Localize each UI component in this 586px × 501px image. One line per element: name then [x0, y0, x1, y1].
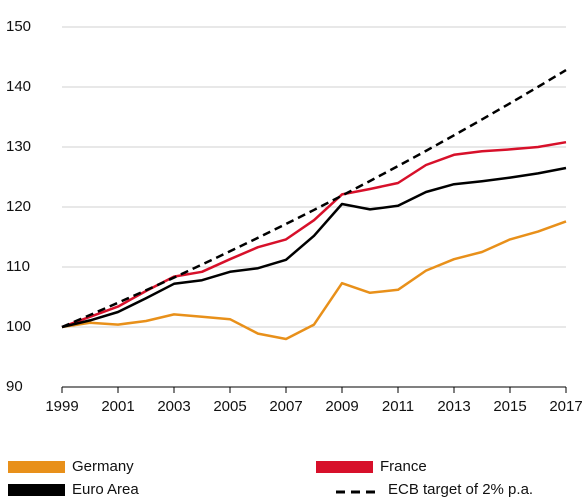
- x-tick-label: 2017: [549, 398, 582, 415]
- legend-swatch: [316, 461, 373, 473]
- x-tick-label: 2007: [269, 398, 302, 415]
- y-tick-label: 120: [6, 198, 31, 215]
- y-tick-label: 100: [6, 318, 31, 335]
- y-tick-label: 110: [6, 258, 30, 275]
- x-tick-label: 2001: [101, 398, 134, 415]
- series-line: [61, 166, 567, 329]
- series-line: [61, 220, 567, 341]
- legend-label: ECB target of 2% p.a.: [388, 481, 533, 498]
- x-tick-label: 2009: [325, 398, 358, 415]
- y-tick-label: 140: [6, 78, 31, 95]
- x-tick-label: 2015: [493, 398, 526, 415]
- series-line: [61, 69, 567, 329]
- x-tick-label: 2005: [213, 398, 246, 415]
- y-tick-label: 90: [6, 378, 23, 395]
- legend-label: Euro Area: [72, 481, 139, 498]
- x-tick-label: 2013: [437, 398, 470, 415]
- legend-swatch: [8, 461, 65, 473]
- legend-label: Germany: [72, 458, 134, 475]
- x-tick-label: 1999: [45, 398, 78, 415]
- x-tick-label: 2011: [382, 398, 414, 415]
- y-tick-label: 150: [6, 18, 31, 35]
- x-tick-label: 2003: [157, 398, 190, 415]
- legend-swatch: [8, 484, 65, 496]
- legend-label: France: [380, 458, 427, 475]
- y-tick-label: 130: [6, 138, 31, 155]
